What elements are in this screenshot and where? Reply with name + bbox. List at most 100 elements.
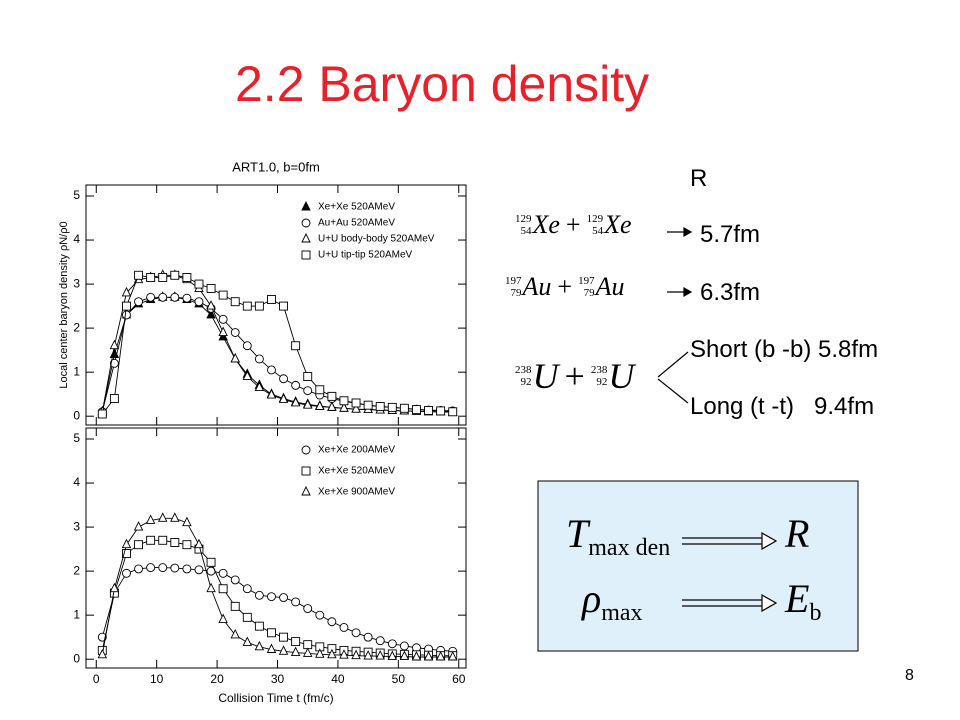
marker: [170, 563, 180, 573]
legend-label: Xe+Xe 520AMeV: [318, 202, 395, 213]
marker: [134, 564, 144, 574]
marker: [351, 628, 361, 638]
isotope-numbers: 129 54: [587, 213, 604, 237]
marker: [279, 374, 289, 384]
marker: [194, 279, 204, 289]
legend-marker: [301, 445, 311, 455]
marker: [230, 601, 240, 611]
page-number: 8: [905, 667, 914, 684]
marker: [279, 593, 289, 602]
marker: [170, 270, 180, 280]
marker: [363, 650, 373, 660]
marker: [194, 538, 204, 549]
marker: [375, 402, 385, 411]
legend-label: Xe+Xe 200AMeV: [318, 445, 395, 456]
marker: [109, 339, 120, 350]
reaction-equation: 197 79 Au +197 79 Au: [505, 272, 624, 302]
marker: [279, 632, 289, 642]
legend-marker: [301, 200, 311, 211]
marker: [242, 301, 252, 311]
isotope-numbers: 238 92: [515, 364, 532, 388]
marker: [170, 292, 180, 302]
marker: [134, 540, 144, 550]
marker: [327, 391, 337, 401]
marker: [206, 300, 216, 310]
marker: [134, 270, 144, 280]
formula-box: [537, 480, 859, 652]
legend-label: Xe+Xe 900AMeV: [318, 487, 395, 498]
reaction-equation: 238 92 U +238 92 U: [515, 355, 634, 397]
box-quantity: Tmax den: [566, 510, 670, 562]
y-tick-label: 1: [73, 607, 80, 621]
marker: [146, 273, 156, 282]
legend-marker: [301, 466, 311, 476]
marker: [291, 597, 301, 607]
legend-marker: [301, 232, 311, 243]
mass-number: 129: [515, 213, 532, 225]
marker: [436, 406, 446, 416]
y-tick-label: 5: [73, 188, 80, 202]
marker: [242, 636, 253, 646]
marker: [279, 301, 289, 311]
marker: [134, 297, 144, 307]
marker: [423, 650, 434, 661]
isotope-numbers: 238 92: [591, 364, 608, 388]
charge-number: 54: [592, 225, 604, 237]
radius-value: 6.3fm: [700, 279, 761, 306]
marker: [315, 400, 325, 410]
marker: [266, 389, 277, 399]
marker: [291, 341, 301, 351]
marker: [121, 286, 132, 297]
marker: [266, 643, 277, 653]
radius-value: 5.7fm: [700, 221, 761, 248]
x-tick-label: 50: [392, 672, 406, 686]
marker: [145, 514, 156, 524]
marker: [122, 310, 131, 320]
marker: [121, 538, 132, 549]
x-tick-label: 30: [271, 672, 285, 686]
marker: [302, 399, 313, 409]
legend-marker: [301, 485, 311, 496]
marker: [339, 402, 349, 412]
legend-label: Xe+Xe 520AMeV: [318, 466, 395, 477]
marker: [399, 641, 409, 651]
marker: [448, 407, 458, 417]
marker: [267, 365, 276, 375]
marker: [230, 352, 240, 363]
y-tick-label: 3: [73, 519, 80, 533]
marker: [133, 521, 144, 531]
marker: [218, 290, 228, 300]
marker: [315, 648, 325, 658]
marker: [267, 295, 276, 304]
y-tick-label: 3: [73, 276, 80, 290]
symbol: T: [566, 511, 589, 556]
plot-frame: [85, 184, 467, 426]
marker: [412, 405, 421, 415]
element-symbol: Xe: [604, 210, 632, 239]
marker: [157, 512, 168, 522]
marker: [230, 575, 240, 585]
marker: [254, 621, 264, 631]
marker: [218, 314, 228, 324]
marker: [411, 650, 422, 661]
marker: [315, 610, 325, 620]
symbol: ρ: [582, 576, 602, 621]
marker: [158, 535, 168, 545]
slide-title: 2.2 Baryon density: [235, 56, 649, 112]
marker: [230, 297, 240, 307]
x-tick-label: 40: [331, 672, 345, 686]
charge-number: 92: [520, 376, 532, 388]
element-symbol: Xe: [532, 210, 560, 239]
legend-label: Au+Au 520AMeV: [318, 218, 395, 229]
marker: [291, 637, 301, 647]
marker: [435, 650, 446, 661]
marker: [303, 604, 313, 614]
y-tick-label: 2: [73, 563, 80, 577]
y-tick-label: 1: [73, 364, 80, 378]
legend-label: U+U tip-tip 520AMeV: [318, 250, 413, 261]
marker: [327, 401, 337, 411]
marker: [315, 385, 325, 395]
y-tick-label: 2: [73, 320, 80, 334]
mass-number: 238: [590, 364, 608, 376]
